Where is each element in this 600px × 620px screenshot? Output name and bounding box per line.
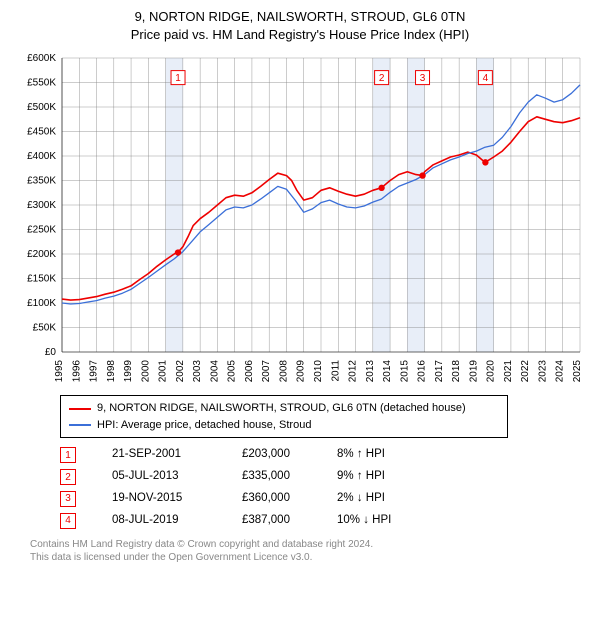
sale-price: £360,000 (242, 488, 337, 510)
sale-date: 05-JUL-2013 (112, 466, 242, 488)
svg-text:2023: 2023 (537, 360, 548, 382)
chart-area: £0 £50K £100K £150K £200K £250K £300K £350K £400… (10, 52, 590, 387)
svg-text:2: 2 (379, 73, 385, 84)
svg-text:2017: 2017 (434, 360, 445, 382)
svg-text:2024: 2024 (555, 360, 566, 382)
price-chart: £0 £50K £100K £150K £200K £250K £300K £350K £400… (10, 52, 590, 382)
svg-text:2022: 2022 (520, 360, 531, 382)
sale-price: £203,000 (242, 444, 337, 466)
svg-text:2004: 2004 (209, 360, 220, 382)
sale-diff: 2% ↓ HPI (337, 488, 437, 510)
legend-label: 9, NORTON RIDGE, NAILSWORTH, STROUD, GL6… (97, 400, 466, 417)
svg-text:1998: 1998 (106, 360, 117, 382)
sale-marker: 2 (60, 469, 76, 485)
svg-text:2018: 2018 (451, 360, 462, 382)
legend: 9, NORTON RIDGE, NAILSWORTH, STROUD, GL6… (60, 395, 508, 438)
sale-marker: 1 (60, 447, 76, 463)
svg-text:2000: 2000 (140, 360, 151, 382)
sale-date: 21-SEP-2001 (112, 444, 242, 466)
svg-text:£150K: £150K (27, 274, 56, 285)
table-row: 1 21-SEP-2001 £203,000 8% ↑ HPI (60, 444, 590, 466)
svg-text:£200K: £200K (27, 249, 56, 260)
svg-text:£300K: £300K (27, 200, 56, 211)
title-address: 9, NORTON RIDGE, NAILSWORTH, STROUD, GL6… (0, 8, 600, 26)
svg-text:2002: 2002 (175, 360, 186, 382)
sale-diff: 9% ↑ HPI (337, 466, 437, 488)
table-row: 4 08-JUL-2019 £387,000 10% ↓ HPI (60, 510, 590, 532)
footer: Contains HM Land Registry data © Crown c… (30, 538, 590, 565)
svg-text:2019: 2019 (468, 360, 479, 382)
svg-text:2014: 2014 (382, 360, 393, 382)
svg-text:£600K: £600K (27, 53, 56, 64)
svg-text:1997: 1997 (89, 360, 100, 382)
svg-text:2012: 2012 (348, 360, 359, 382)
legend-label: HPI: Average price, detached house, Stro… (97, 417, 311, 434)
svg-text:2011: 2011 (330, 360, 341, 382)
svg-text:1: 1 (175, 73, 181, 84)
sale-price: £387,000 (242, 510, 337, 532)
svg-text:2005: 2005 (227, 360, 238, 382)
svg-text:£350K: £350K (27, 176, 56, 187)
table-row: 2 05-JUL-2013 £335,000 9% ↑ HPI (60, 466, 590, 488)
svg-text:2013: 2013 (365, 360, 376, 382)
svg-text:2008: 2008 (278, 360, 289, 382)
svg-text:£0: £0 (45, 347, 57, 358)
svg-text:3: 3 (420, 73, 426, 84)
legend-swatch (69, 408, 91, 410)
svg-text:£450K: £450K (27, 127, 56, 138)
svg-text:2021: 2021 (503, 360, 514, 382)
svg-text:4: 4 (483, 73, 489, 84)
svg-text:2003: 2003 (192, 360, 203, 382)
svg-text:2007: 2007 (261, 360, 272, 382)
svg-text:1996: 1996 (71, 360, 82, 382)
svg-text:£250K: £250K (27, 225, 56, 236)
sale-marker: 3 (60, 491, 76, 507)
sale-marker: 4 (60, 513, 76, 529)
sales-table: 1 21-SEP-2001 £203,000 8% ↑ HPI 2 05-JUL… (60, 444, 590, 531)
title-block: 9, NORTON RIDGE, NAILSWORTH, STROUD, GL6… (0, 0, 600, 48)
footer-line: This data is licensed under the Open Gov… (30, 551, 590, 565)
svg-text:2001: 2001 (158, 360, 169, 382)
svg-text:£500K: £500K (27, 102, 56, 113)
svg-text:£550K: £550K (27, 78, 56, 89)
svg-text:£100K: £100K (27, 298, 56, 309)
legend-item: 9, NORTON RIDGE, NAILSWORTH, STROUD, GL6… (69, 400, 499, 417)
svg-text:2020: 2020 (486, 360, 497, 382)
legend-item: HPI: Average price, detached house, Stro… (69, 417, 499, 434)
sale-date: 08-JUL-2019 (112, 510, 242, 532)
title-subtitle: Price paid vs. HM Land Registry's House … (0, 26, 600, 44)
svg-text:2016: 2016 (417, 360, 428, 382)
sale-diff: 8% ↑ HPI (337, 444, 437, 466)
svg-text:2009: 2009 (296, 360, 307, 382)
sale-price: £335,000 (242, 466, 337, 488)
table-row: 3 19-NOV-2015 £360,000 2% ↓ HPI (60, 488, 590, 510)
svg-text:2006: 2006 (244, 360, 255, 382)
svg-text:2025: 2025 (572, 360, 583, 382)
footer-line: Contains HM Land Registry data © Crown c… (30, 538, 590, 552)
report-container: 9, NORTON RIDGE, NAILSWORTH, STROUD, GL6… (0, 0, 600, 565)
sale-diff: 10% ↓ HPI (337, 510, 437, 532)
svg-text:1999: 1999 (123, 360, 134, 382)
sale-date: 19-NOV-2015 (112, 488, 242, 510)
svg-text:£50K: £50K (33, 323, 57, 334)
svg-text:1995: 1995 (54, 360, 65, 382)
legend-swatch (69, 424, 91, 426)
svg-text:£400K: £400K (27, 151, 56, 162)
svg-text:2010: 2010 (313, 360, 324, 382)
svg-text:2015: 2015 (399, 360, 410, 382)
